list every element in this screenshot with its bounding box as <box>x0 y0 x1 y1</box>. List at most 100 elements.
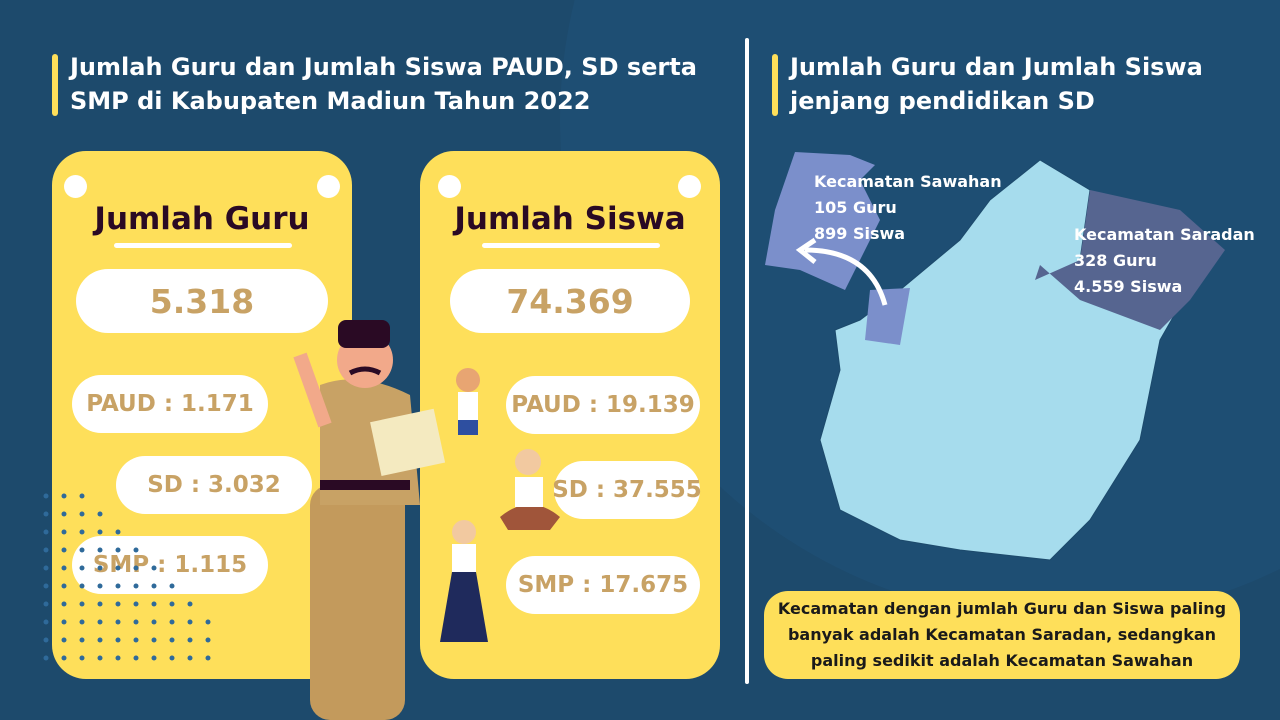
dot <box>43 565 49 571</box>
dot <box>115 601 121 607</box>
arrow-icon <box>804 247 888 306</box>
dot <box>115 529 121 535</box>
dot <box>151 637 157 643</box>
dot <box>43 529 49 535</box>
students-illustration <box>440 368 560 642</box>
dot <box>151 601 157 607</box>
dot <box>151 565 157 571</box>
siswa-paud: PAUD : 19.139 <box>506 376 700 434</box>
siswa-smp: SMP : 17.675 <box>506 556 700 614</box>
dot <box>115 583 121 589</box>
dot <box>115 565 121 571</box>
dot <box>43 637 49 643</box>
dot <box>115 637 121 643</box>
summary-note: Kecamatan dengan jumlah Guru dan Siswa p… <box>764 591 1240 679</box>
dot <box>133 547 139 553</box>
dot <box>97 601 103 607</box>
underline <box>482 243 660 248</box>
dots-decoration <box>43 493 211 661</box>
dot <box>187 601 193 607</box>
dot <box>97 529 103 535</box>
dot <box>133 601 139 607</box>
dot <box>187 637 193 643</box>
dot <box>43 511 49 517</box>
dot <box>61 493 67 499</box>
guru-total: 5.318 <box>76 269 328 333</box>
dot <box>133 583 139 589</box>
dot <box>205 637 211 643</box>
dot <box>61 529 67 535</box>
dot <box>169 637 175 643</box>
dot <box>61 619 67 625</box>
dot <box>133 619 139 625</box>
card-hole <box>678 175 701 198</box>
dot <box>43 655 49 661</box>
dot <box>205 619 211 625</box>
card-hole <box>64 175 87 198</box>
dot <box>79 547 85 553</box>
dot <box>151 655 157 661</box>
siswa-sd: SD : 37.555 <box>552 461 702 519</box>
right-title: Jumlah Guru dan Jumlah Siswa jenjang pen… <box>772 50 1212 118</box>
dot <box>61 637 67 643</box>
dot <box>79 583 85 589</box>
dot <box>115 547 121 553</box>
dot <box>79 637 85 643</box>
dot <box>61 565 67 571</box>
siswa-heading: Jumlah Siswa <box>454 201 686 237</box>
dot <box>151 583 157 589</box>
card-hole <box>317 175 340 198</box>
dot <box>115 619 121 625</box>
teacher-illustration <box>293 320 446 720</box>
divider <box>745 38 749 684</box>
dot <box>97 583 103 589</box>
map-region-sawahan-2 <box>865 288 910 345</box>
dot <box>205 655 211 661</box>
dot <box>79 655 85 661</box>
dot <box>187 655 193 661</box>
dot <box>97 619 103 625</box>
dot <box>43 583 49 589</box>
dot <box>79 493 85 499</box>
siswa-total: 74.369 <box>450 269 690 333</box>
dot <box>79 511 85 517</box>
dot <box>97 655 103 661</box>
underline <box>114 243 292 248</box>
dot <box>169 619 175 625</box>
dot <box>79 565 85 571</box>
dot <box>61 601 67 607</box>
dot <box>133 655 139 661</box>
dot <box>169 655 175 661</box>
dot <box>97 547 103 553</box>
card-hole <box>438 175 461 198</box>
dot <box>43 547 49 553</box>
dot <box>43 493 49 499</box>
dot <box>61 655 67 661</box>
dot <box>115 655 121 661</box>
dot <box>61 547 67 553</box>
dot <box>133 637 139 643</box>
dot <box>97 511 103 517</box>
dot <box>169 601 175 607</box>
guru-heading: Jumlah Guru <box>94 201 310 237</box>
dot <box>187 619 193 625</box>
dot <box>79 601 85 607</box>
madiun-map <box>765 152 1225 561</box>
dot <box>133 565 139 571</box>
dot <box>79 529 85 535</box>
dot <box>151 619 157 625</box>
dot <box>61 511 67 517</box>
saradan-label: Kecamatan Saradan 328 Guru 4.559 Siswa <box>1074 225 1255 296</box>
dot <box>97 637 103 643</box>
dot <box>61 583 67 589</box>
guru-sd: SD : 3.032 <box>116 456 312 514</box>
sawahan-label: Kecamatan Sawahan 105 Guru 899 Siswa <box>814 172 1002 243</box>
guru-card: Jumlah Guru 5.318 PAUD : 1.171 SD : 3.03… <box>52 151 352 679</box>
dot <box>79 619 85 625</box>
guru-smp: SMP : 1.115 <box>72 536 268 594</box>
map-region-sawahan <box>765 152 880 290</box>
map-region-saradan <box>1035 190 1225 330</box>
dot <box>43 619 49 625</box>
left-title: Jumlah Guru dan Jumlah Siswa PAUD, SD se… <box>52 50 712 118</box>
dot <box>97 565 103 571</box>
